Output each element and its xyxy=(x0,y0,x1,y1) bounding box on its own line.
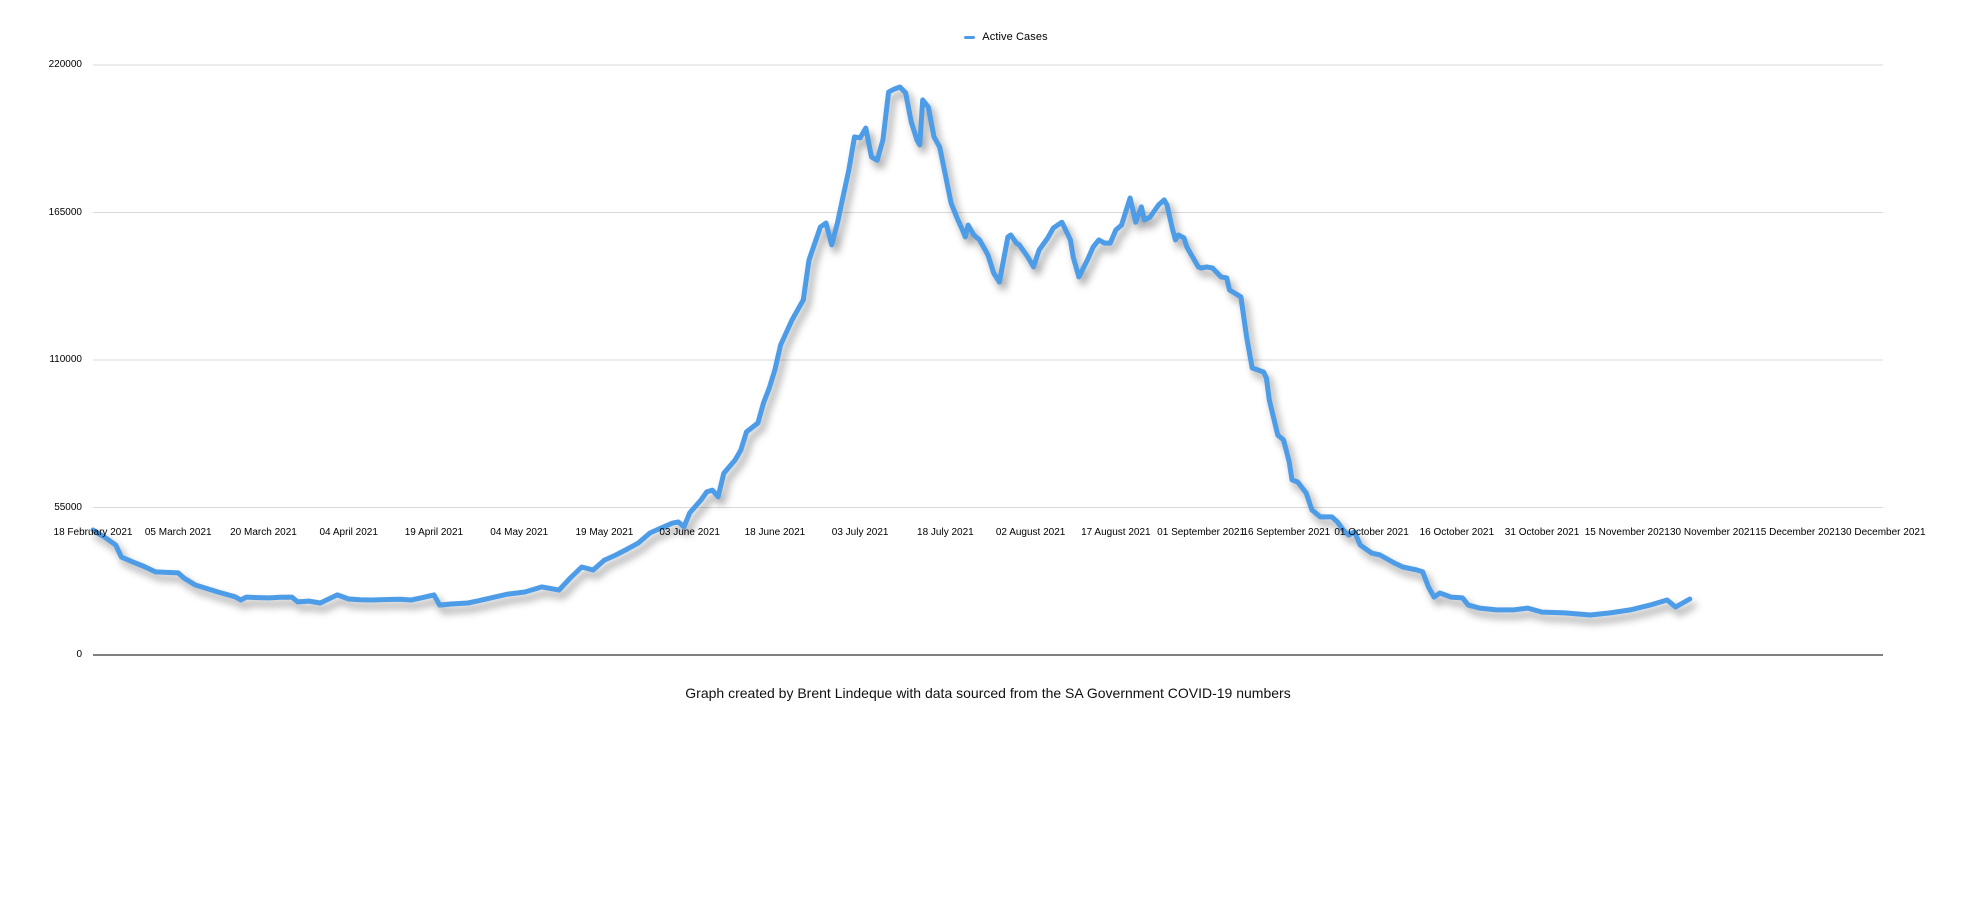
x-axis-label: 01 September 2021 xyxy=(1157,527,1246,538)
x-axis-label: 17 August 2021 xyxy=(1081,527,1151,538)
x-axis-label: 30 November 2021 xyxy=(1669,527,1756,538)
x-axis-label: 19 April 2021 xyxy=(404,527,464,538)
x-axis-label: 03 July 2021 xyxy=(831,527,889,538)
x-axis-label: 16 September 2021 xyxy=(1242,527,1331,538)
x-axis-label: 16 October 2021 xyxy=(1419,527,1495,538)
x-axis-label: 15 December 2021 xyxy=(1755,527,1841,538)
active-cases-line xyxy=(90,84,1693,618)
chart-caption: Graph created by Brent Lindeque with dat… xyxy=(685,685,1291,701)
x-axis-label: 04 April 2021 xyxy=(319,527,378,538)
y-axis-label: 165000 xyxy=(48,206,82,218)
x-axis-label: 02 August 2021 xyxy=(995,527,1066,538)
x-axis-label: 01 October 2021 xyxy=(1334,527,1409,538)
x-axis-label: 18 February 2021 xyxy=(53,527,133,538)
y-axis-label: 0 xyxy=(76,649,82,660)
legend-label: Active Cases xyxy=(982,31,1048,43)
x-axis-label: 15 November 2021 xyxy=(1584,527,1670,538)
legend-line-swatch xyxy=(964,35,976,39)
x-axis-label: 30 December 2021 xyxy=(1840,527,1926,538)
x-axis-label: 05 March 2021 xyxy=(144,527,212,538)
y-axis-label: 220000 xyxy=(48,59,82,70)
x-axis-label: 19 May 2021 xyxy=(575,527,634,538)
chart-legend: Active Cases xyxy=(93,29,1919,45)
x-axis-label: 31 October 2021 xyxy=(1504,527,1580,538)
y-axis-label: 110000 xyxy=(49,354,82,365)
x-axis-label: 18 July 2021 xyxy=(917,527,974,538)
x-axis-label: 04 May 2021 xyxy=(490,527,549,538)
x-axis-label: 18 June 2021 xyxy=(744,527,806,538)
x-axis-label: 03 June 2021 xyxy=(659,527,720,538)
x-axis-label: 20 March 2021 xyxy=(230,527,297,538)
y-axis-label: 55000 xyxy=(54,501,82,513)
